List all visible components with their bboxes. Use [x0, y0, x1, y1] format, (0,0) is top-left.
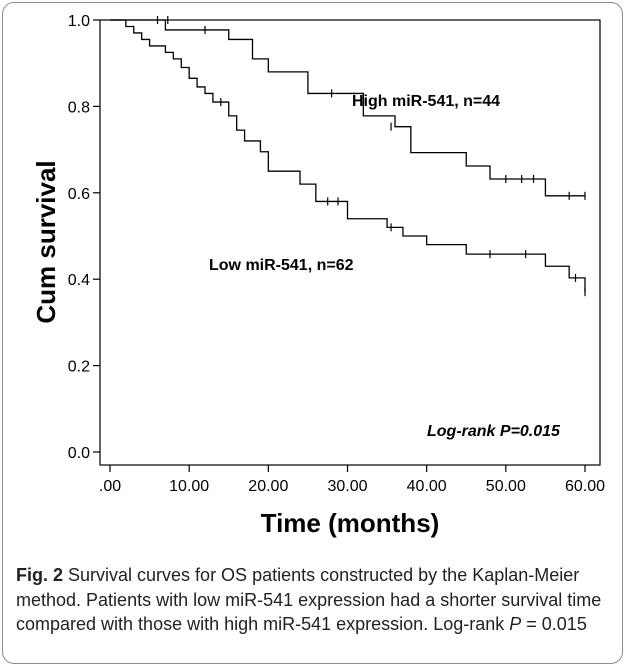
caption-p-value: = 0.015 — [521, 614, 587, 634]
series-layer — [110, 16, 586, 297]
y-tick-label: 0.8 — [68, 99, 90, 116]
y-axis-title: Cum survival — [31, 160, 61, 323]
annotation-high-label: High miR-541, n=44 — [352, 93, 500, 110]
plot-area-border — [99, 19, 601, 466]
caption-text: Survival curves for OS patients construc… — [16, 565, 602, 634]
y-axis: 0.0 0.2 0.4 0.6 0.8 1.0 — [68, 13, 100, 462]
series-line-high — [110, 19, 585, 197]
x-tick-label: 50.00 — [486, 478, 526, 495]
x-tick-label: 40.00 — [407, 478, 447, 495]
series-line-low — [110, 19, 586, 293]
y-tick-label: 0.2 — [68, 359, 90, 376]
caption-figure-label: Fig. 2 — [16, 565, 64, 585]
x-tick-label: 20.00 — [248, 478, 288, 495]
y-tick-label: 0.4 — [68, 272, 90, 289]
x-tick-label: 60.00 — [565, 478, 605, 495]
x-axis: .00 10.00 20.00 30.00 40.00 50.00 60.00 — [99, 465, 605, 495]
y-tick-label: 1.0 — [68, 13, 90, 30]
y-tick-label: 0.6 — [68, 186, 90, 203]
caption-p-symbol: P — [509, 614, 522, 634]
figure-caption: Fig. 2 Survival curves for OS patients c… — [16, 563, 614, 637]
x-tick-label: .00 — [99, 478, 121, 495]
x-tick-label: 10.00 — [169, 478, 209, 495]
y-tick-label: 0.0 — [68, 445, 90, 462]
annotation-logrank: Log-rank P=0.015 — [427, 423, 561, 440]
x-tick-label: 30.00 — [327, 478, 367, 495]
annotation-low-label: Low miR-541, n=62 — [209, 257, 354, 274]
x-axis-title: Time (months) — [261, 508, 440, 538]
kaplan-meier-chart: 0.0 0.2 0.4 0.6 0.8 1.0 .00 10.00 20.00 30.00 40.… — [31, 13, 605, 538]
